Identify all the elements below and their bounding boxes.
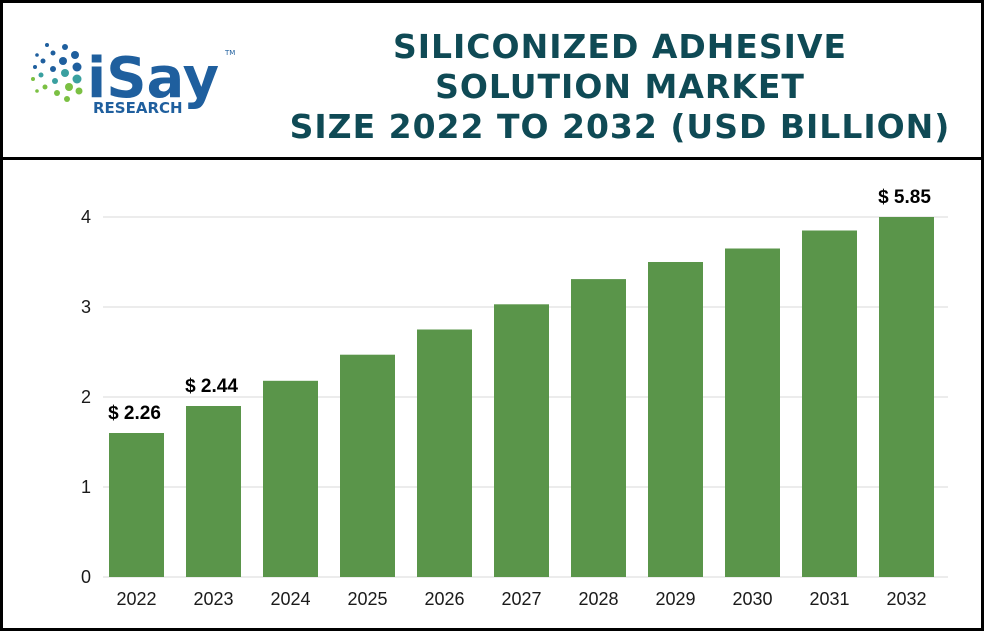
bar xyxy=(417,329,472,577)
bar xyxy=(186,406,241,577)
title-line-3: SIZE 2022 TO 2032 (USD BILLION) xyxy=(289,107,951,146)
x-tick-label: 2022 xyxy=(116,589,156,609)
bar xyxy=(340,354,395,577)
bar xyxy=(725,248,780,577)
bar xyxy=(571,279,626,577)
logo-brand: iSay xyxy=(87,46,219,111)
title-line-1: SILICONIZED ADHESIVE xyxy=(392,27,848,66)
bar-chart: 0 1 2 3 4 2022 $ 2.26 2023 $ 2.44 2024 2025 2026 202… xyxy=(81,187,948,609)
x-tick-label: 2025 xyxy=(347,589,387,609)
logo-tm: TM xyxy=(224,49,235,57)
y-tick-label: 2 xyxy=(81,387,91,407)
data-label: $ 5.85 xyxy=(878,187,931,208)
y-tick-label: 3 xyxy=(81,297,91,317)
x-tick-label: 2029 xyxy=(655,589,695,609)
bar xyxy=(263,380,318,577)
logo-sub: RESEARCH xyxy=(93,99,183,117)
y-tick-label: 0 xyxy=(81,567,91,587)
globe-dots-icon xyxy=(31,43,83,102)
bar xyxy=(879,217,934,577)
chart-title: SILICONIZED ADHESIVE SOLUTION MARKET SIZ… xyxy=(265,27,975,147)
x-tick-label: 2023 xyxy=(193,589,233,609)
x-tick-label: 2031 xyxy=(809,589,849,609)
y-tick-label: 4 xyxy=(81,207,91,227)
isay-research-logo: iSay TM RESEARCH xyxy=(31,43,235,117)
x-tick-label: 2024 xyxy=(270,589,310,609)
x-tick-label: 2030 xyxy=(732,589,772,609)
y-tick-label: 1 xyxy=(81,477,91,497)
bar xyxy=(802,230,857,577)
bar xyxy=(648,262,703,577)
data-label: $ 2.26 xyxy=(108,403,161,424)
x-tick-label: 2026 xyxy=(424,589,464,609)
bar xyxy=(494,304,549,577)
x-tick-label: 2032 xyxy=(886,589,926,609)
x-tick-label: 2028 xyxy=(578,589,618,609)
bar xyxy=(109,433,164,577)
data-label: $ 2.44 xyxy=(185,376,238,397)
x-tick-label: 2027 xyxy=(501,589,541,609)
title-line-2: SOLUTION MARKET xyxy=(435,67,805,106)
header: iSay TM RESEARCH SILICONIZED ADHESIVE SO… xyxy=(3,3,981,160)
